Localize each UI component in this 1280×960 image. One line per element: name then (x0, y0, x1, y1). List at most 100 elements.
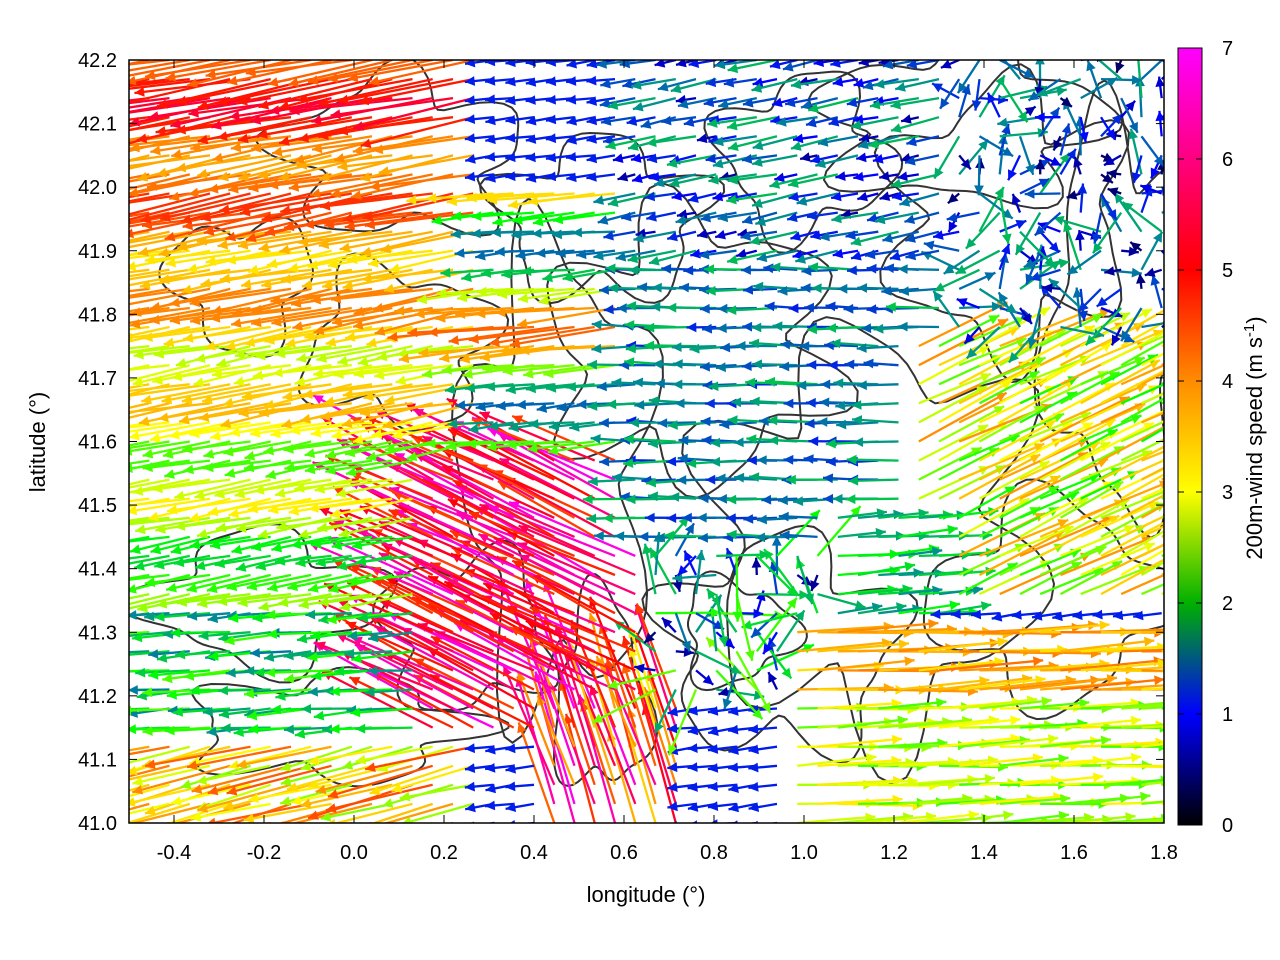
wind-arrow-head (55, 780, 66, 789)
wind-arrow (687, 725, 717, 736)
wind-arrow-head (329, 818, 336, 823)
wind-arrow (938, 810, 1014, 823)
wind-arrow-head (667, 782, 678, 792)
wind-arrow (1031, 611, 1061, 621)
wind-arrow-head (707, 781, 718, 792)
wind-arrow-head (156, 653, 168, 663)
wind-arrow-shaft (1080, 542, 1156, 577)
wind-arrow (129, 421, 150, 428)
wind-arrow-shaft (182, 440, 251, 452)
wind-arrow-head (667, 762, 678, 773)
wind-arrow-head (1226, 780, 1236, 790)
wind-arrow-head (52, 486, 63, 496)
wind-arrow-head (832, 493, 843, 504)
wind-arrow-head (64, 578, 74, 588)
wind-arrow (978, 370, 1040, 405)
wind-arrow-shaft (347, 437, 454, 481)
wind-arrow-head (465, 802, 476, 813)
wind-arrow-shaft (388, 508, 494, 557)
wind-arrow-head (735, 341, 746, 351)
wind-arrow-shaft (129, 497, 150, 503)
wind-arrow-head (207, 506, 219, 517)
wind-arrow (623, 434, 676, 445)
wind-arrow-head (310, 630, 321, 641)
wind-arrow-shaft (243, 459, 312, 470)
wind-arrow (715, 593, 729, 647)
wind-arrow-shaft (391, 764, 474, 792)
wind-arrow-head (313, 395, 324, 405)
wind-arrow-shaft (267, 573, 332, 591)
wind-arrow-head (599, 285, 609, 295)
wind-arrow-shaft (1039, 441, 1111, 481)
wind-arrow-head (1130, 715, 1141, 726)
wind-arrow-head (1206, 352, 1217, 361)
wind-arrow (495, 400, 535, 411)
wind-arrow (667, 723, 697, 734)
wind-arrow-shaft (279, 783, 353, 805)
wind-arrow-head (454, 248, 465, 258)
wind-arrow-shaft (347, 573, 413, 584)
wind-arrow (427, 821, 433, 823)
wind-arrow-shaft (181, 383, 271, 403)
wind-arrow-head (825, 456, 836, 467)
wind-arrow-head (304, 464, 316, 475)
wind-arrow-head (756, 514, 767, 525)
wind-arrow-shaft (129, 613, 130, 615)
wind-arrow (898, 600, 961, 615)
wind-arrow-head (241, 391, 253, 401)
wind-arrow (345, 459, 413, 477)
terrain-contour (703, 70, 904, 254)
wind-arrow-shaft (1100, 353, 1159, 386)
wind-arrow (1059, 560, 1123, 596)
wind-arrow-head (616, 303, 627, 314)
wind-arrow-head (206, 726, 217, 737)
wind-arrow-head (1143, 542, 1155, 552)
wind-arrow (1060, 812, 1136, 823)
wind-arrow-shaft (517, 722, 556, 823)
wind-arrow (148, 669, 211, 680)
wind-arrow (655, 607, 721, 618)
wind-arrow-head (1217, 681, 1227, 691)
wind-arrow-head (655, 532, 665, 543)
wind-arrow-shaft (158, 402, 251, 421)
wind-arrow-head (648, 396, 659, 406)
wind-arrow (173, 554, 231, 568)
wind-arrow-head (1041, 696, 1052, 707)
wind-arrow-head (704, 264, 714, 275)
wind-arrow (329, 497, 413, 519)
wind-arrow-shaft (280, 764, 353, 785)
wind-arrow-head (325, 449, 336, 460)
wind-arrow (308, 745, 393, 766)
wind-arrow-head (1099, 620, 1110, 631)
wind-arrow-shaft (797, 624, 894, 634)
wind-arrow-shaft (183, 459, 251, 473)
wind-arrow-shaft (348, 444, 474, 500)
wind-arrow (765, 376, 818, 387)
wind-arrow (237, 592, 312, 608)
wind-arrow-head (1003, 810, 1014, 821)
wind-arrow-head (368, 842, 379, 852)
wind-arrow (566, 381, 616, 392)
wind-arrow (1141, 819, 1164, 823)
wind-arrow-head (1130, 752, 1142, 763)
wind-arrow (528, 419, 575, 429)
wind-arrow (687, 743, 717, 753)
wind-arrow-head (382, 419, 394, 430)
wind-arrow-shaft (190, 802, 271, 820)
wind-arrow (756, 514, 798, 525)
wind-arrow-shaft (477, 532, 596, 596)
wind-arrow-head (783, 398, 794, 409)
wind-arrow-head (772, 321, 783, 331)
wind-arrow-head (535, 248, 546, 258)
wind-arrow (1121, 723, 1164, 729)
wind-arrow (958, 442, 1045, 481)
wind-arrow-head (193, 377, 205, 387)
wind-arrow-shaft (337, 599, 454, 653)
wind-arrow-head (152, 375, 163, 385)
wind-arrow-head (475, 401, 486, 412)
wind-arrow-head (582, 494, 593, 505)
wind-arrow (674, 522, 696, 557)
wind-arrow (129, 764, 170, 778)
wind-arrow (129, 403, 130, 405)
wind-arrow (1140, 371, 1164, 386)
